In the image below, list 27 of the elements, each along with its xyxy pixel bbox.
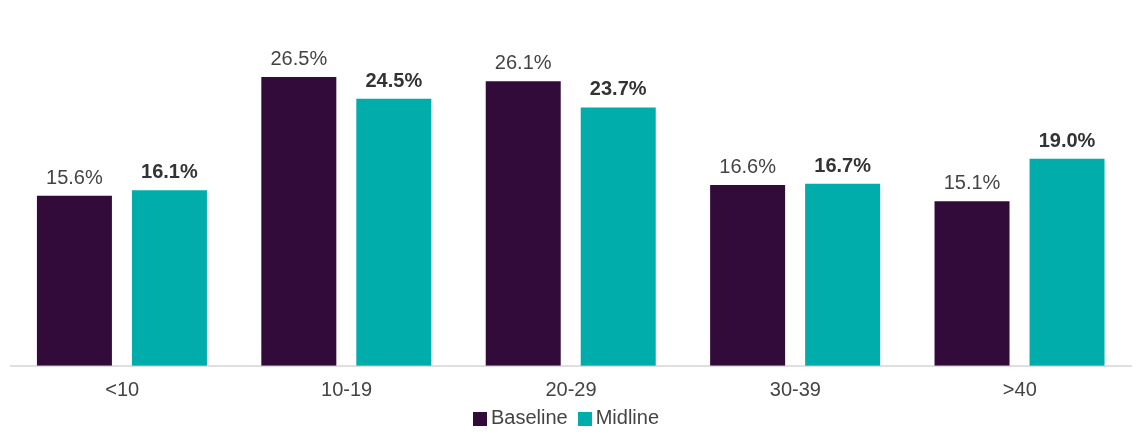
x-tick-label: 10-19 xyxy=(321,378,373,401)
legend-label: Midline xyxy=(595,406,660,428)
data-label: 16.7% xyxy=(814,153,872,176)
data-label: 24.5% xyxy=(365,68,423,91)
data-label: 15.1% xyxy=(943,171,1001,194)
bar xyxy=(36,195,112,366)
data-label: 15.6% xyxy=(46,165,103,188)
bar xyxy=(356,98,432,366)
bar xyxy=(131,190,207,366)
legend-label: Baseline xyxy=(490,406,568,428)
x-tick-label: 30-39 xyxy=(769,378,821,401)
x-tick-label: 20-29 xyxy=(545,378,597,401)
bar xyxy=(261,76,337,366)
bar xyxy=(710,184,786,366)
bar xyxy=(934,201,1010,366)
bar xyxy=(580,107,656,366)
data-label: 23.7% xyxy=(589,77,647,100)
data-label: 16.6% xyxy=(719,154,777,177)
data-label: 19.0% xyxy=(1038,128,1096,151)
x-tick-label: <10 xyxy=(105,378,140,401)
bar xyxy=(805,183,881,366)
data-label: 16.1% xyxy=(141,160,198,183)
bar xyxy=(485,81,561,366)
data-label: 26.1% xyxy=(494,51,552,74)
bar xyxy=(1029,158,1105,366)
x-tick-label: >40 xyxy=(1002,378,1037,401)
data-label: 26.5% xyxy=(270,46,328,69)
